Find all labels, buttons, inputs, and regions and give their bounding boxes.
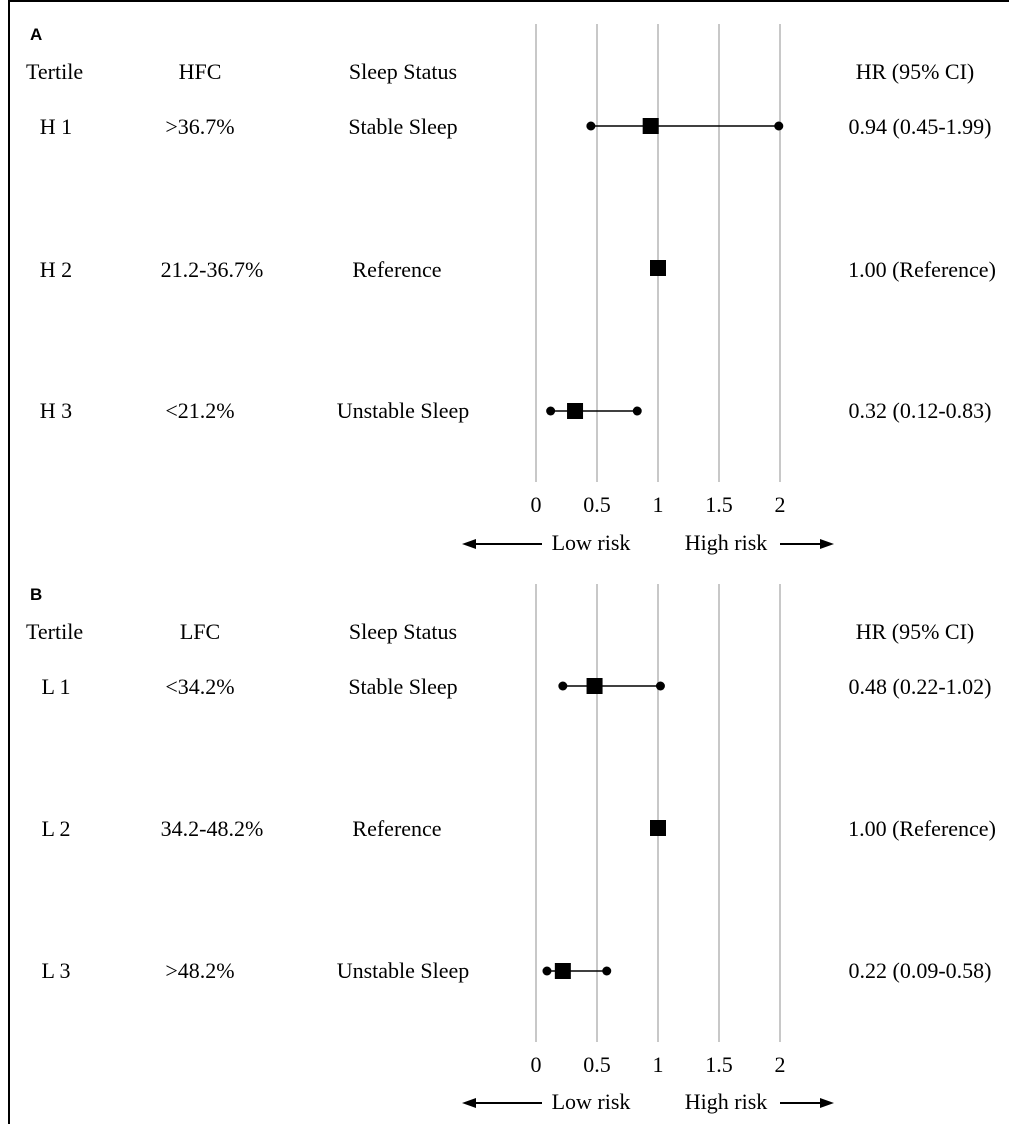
row-status-a-2: Unstable Sleep bbox=[337, 398, 470, 423]
low-risk-label-b: Low risk bbox=[552, 1089, 631, 1114]
panel-label-b: B bbox=[30, 585, 42, 604]
header-hr-b: HR (95% CI) bbox=[856, 619, 975, 644]
row-status-a-1: Reference bbox=[352, 257, 441, 282]
row-fraction-a-0: >36.7% bbox=[165, 114, 234, 139]
hr-point-a-1 bbox=[650, 260, 666, 276]
row-tertile-a-2: H 3 bbox=[40, 398, 72, 423]
hr-point-a-2 bbox=[567, 403, 584, 419]
gridlines-b bbox=[535, 584, 781, 1042]
tick-label-b-2: 1 bbox=[653, 1052, 664, 1077]
forest-plot-figure: A Tertile HFC Sleep Status HR (95% CI) H… bbox=[8, 0, 1009, 1124]
tick-label-b-3: 1.5 bbox=[705, 1052, 733, 1077]
ci-upper-dot-a-0 bbox=[774, 121, 784, 131]
ci-lower-dot-b-2 bbox=[542, 966, 552, 976]
row-status-b-1: Reference bbox=[352, 816, 441, 841]
hr-point-b-1 bbox=[650, 820, 666, 836]
ci-lower-dot-b-0 bbox=[558, 681, 568, 691]
ci-lower-dot-a-0 bbox=[586, 121, 596, 131]
row-hr-a-1: 1.00 (Reference) bbox=[848, 257, 996, 282]
panel-label-a: A bbox=[30, 25, 42, 44]
low-risk-arrowhead-b bbox=[462, 1098, 476, 1108]
high-risk-label-a: High risk bbox=[685, 530, 768, 555]
row-status-b-0: Stable Sleep bbox=[348, 674, 457, 699]
tick-label-a-2: 1 bbox=[653, 492, 664, 517]
panel-b: B Tertile LFC Sleep Status HR (95% CI) L… bbox=[26, 584, 996, 1114]
header-status-a: Sleep Status bbox=[349, 59, 457, 84]
marks-b bbox=[542, 678, 666, 979]
tick-label-a-1: 0.5 bbox=[583, 492, 611, 517]
row-tertile-b-0: L 1 bbox=[41, 674, 70, 699]
row-tertile-b-1: L 2 bbox=[41, 816, 70, 841]
row-fraction-b-0: <34.2% bbox=[165, 674, 234, 699]
ci-upper-dot-b-2 bbox=[602, 966, 612, 976]
header-tertile-a: Tertile bbox=[26, 59, 83, 84]
panel-a: A Tertile HFC Sleep Status HR (95% CI) H… bbox=[26, 24, 996, 555]
ci-upper-dot-b-0 bbox=[655, 681, 665, 691]
header-tertile-b: Tertile bbox=[26, 619, 83, 644]
high-risk-label-b: High risk bbox=[685, 1089, 768, 1114]
row-fraction-b-2: >48.2% bbox=[165, 958, 234, 983]
header-hr-a: HR (95% CI) bbox=[856, 59, 975, 84]
tick-label-b-0: 0 bbox=[531, 1052, 542, 1077]
row-tertile-b-2: L 3 bbox=[41, 958, 70, 983]
high-risk-arrowhead-b bbox=[820, 1098, 834, 1108]
row-hr-b-0: 0.48 (0.22-1.02) bbox=[849, 674, 992, 699]
row-hr-b-1: 1.00 (Reference) bbox=[848, 816, 996, 841]
row-fraction-a-2: <21.2% bbox=[165, 398, 234, 423]
ci-lower-dot-a-2 bbox=[546, 406, 556, 416]
tick-label-b-4: 2 bbox=[775, 1052, 786, 1077]
tick-label-a-0: 0 bbox=[531, 492, 542, 517]
tick-label-a-3: 1.5 bbox=[705, 492, 733, 517]
hr-point-b-2 bbox=[554, 963, 571, 979]
forest-plot-svg: A Tertile HFC Sleep Status HR (95% CI) H… bbox=[26, 24, 996, 1114]
row-tertile-a-1: H 2 bbox=[40, 257, 72, 282]
tick-label-a-4: 2 bbox=[775, 492, 786, 517]
low-risk-arrowhead-a bbox=[462, 539, 476, 549]
row-fraction-a-1: 21.2-36.7% bbox=[161, 257, 264, 282]
row-fraction-b-1: 34.2-48.2% bbox=[161, 816, 264, 841]
row-tertile-a-0: H 1 bbox=[40, 114, 72, 139]
tick-label-b-1: 0.5 bbox=[583, 1052, 611, 1077]
header-fraction-a: HFC bbox=[179, 59, 222, 84]
ci-upper-dot-a-2 bbox=[632, 406, 642, 416]
marks-a bbox=[546, 118, 784, 419]
hr-point-a-0 bbox=[642, 118, 659, 134]
row-status-a-0: Stable Sleep bbox=[348, 114, 457, 139]
row-status-b-2: Unstable Sleep bbox=[337, 958, 470, 983]
row-hr-b-2: 0.22 (0.09-0.58) bbox=[849, 958, 992, 983]
hr-point-b-0 bbox=[586, 678, 603, 694]
header-fraction-b: LFC bbox=[180, 619, 220, 644]
low-risk-label-a: Low risk bbox=[552, 530, 631, 555]
row-hr-a-2: 0.32 (0.12-0.83) bbox=[849, 398, 992, 423]
high-risk-arrowhead-a bbox=[820, 539, 834, 549]
row-hr-a-0: 0.94 (0.45-1.99) bbox=[849, 114, 992, 139]
gridlines-a bbox=[535, 24, 781, 482]
header-status-b: Sleep Status bbox=[349, 619, 457, 644]
